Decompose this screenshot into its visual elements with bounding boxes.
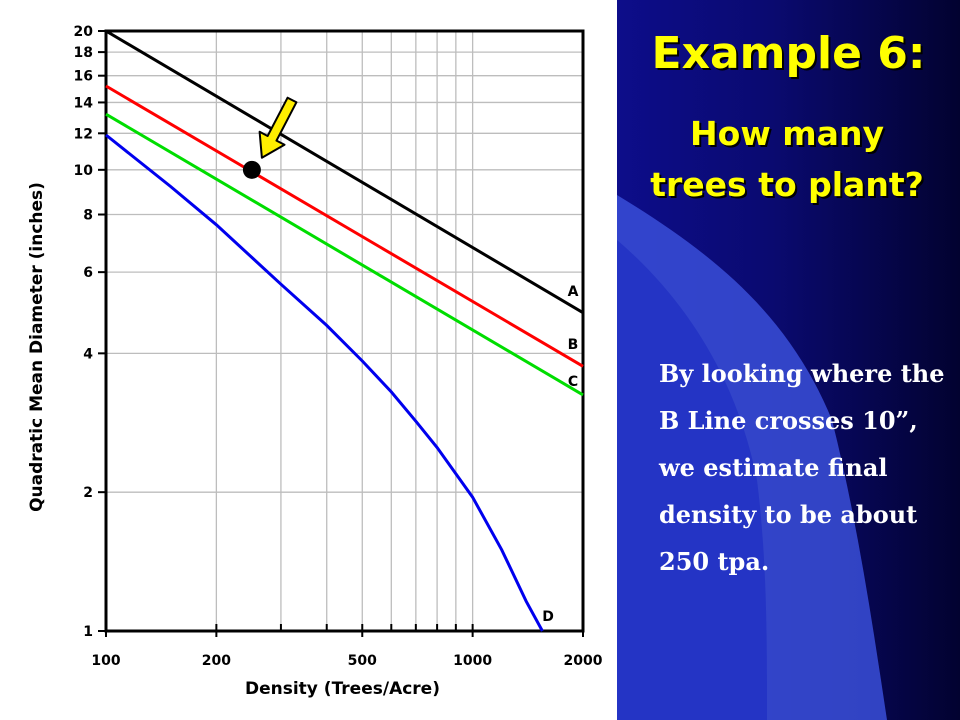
y-tick-label: 4 [83,346,93,362]
series-line-a [105,29,584,314]
plot-frame [104,29,585,633]
y-tick-label: 18 [74,45,93,61]
pointer-arrow-icon [258,96,298,159]
x-axis-title: Density (Trees/Acre) [245,679,440,699]
series-line-c [105,112,584,397]
y-axis-title: Quadratic Mean Diameter (inches) [27,182,47,512]
slide-body-text: By looking where the B Line crosses 10”,… [659,359,945,576]
data-point-marker [242,160,261,179]
slide-subtitle: How many trees to plant? [650,114,924,204]
title-panel: Example 6: How many trees to plant? By l… [617,0,960,720]
y-tick-label: 10 [74,163,94,179]
series-line-b [105,84,584,368]
x-tick-label: 500 [348,653,377,669]
series-label-c: C [568,374,578,390]
y-tick-label: 6 [83,265,93,281]
swoosh-shape-mid [617,240,767,720]
y-tick-label: 16 [74,69,93,85]
y-tick-label: 20 [74,24,94,40]
x-tick-label: 200 [202,653,231,669]
series-label-a: A [568,284,579,300]
x-tick-label: 100 [91,653,120,669]
series-label-b: B [568,337,579,353]
y-tick-label: 1 [83,624,93,640]
slide-title: Example 6: [651,28,926,79]
y-tick-label: 12 [74,126,93,142]
x-tick-label: 1000 [453,653,492,669]
x-tick-label: 2000 [564,653,603,669]
series-line-d [105,133,544,632]
decorative-swoosh [617,195,887,720]
y-tick-label: 14 [74,95,94,111]
y-tick-label: 2 [83,485,93,501]
plot-area [106,31,583,631]
y-tick-label: 8 [83,208,93,224]
series-label-d: D [542,609,554,625]
